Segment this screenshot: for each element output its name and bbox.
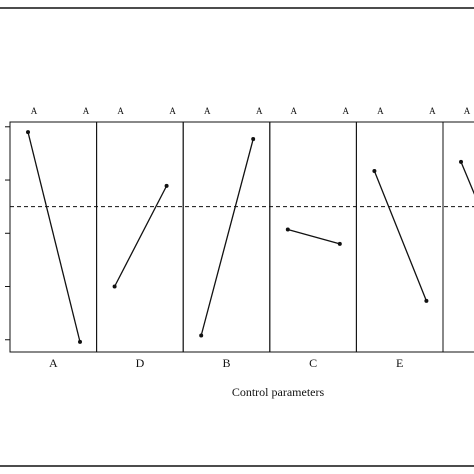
point <box>424 298 429 303</box>
point <box>112 284 117 289</box>
x-axis-label: Control parameters <box>232 385 325 399</box>
point <box>26 130 30 135</box>
level-label: A <box>117 106 124 116</box>
level-label: A <box>377 106 384 116</box>
point <box>199 333 204 338</box>
panel <box>442 121 474 353</box>
panel-label: C <box>309 356 317 370</box>
point <box>164 183 169 188</box>
panel <box>355 121 444 353</box>
panel-label: B <box>222 356 230 370</box>
panel-label: D <box>136 356 145 370</box>
panel <box>182 121 271 353</box>
level-label: A <box>291 106 298 116</box>
point <box>285 227 290 232</box>
panel-label: E <box>396 356 403 370</box>
point <box>459 159 463 164</box>
point <box>372 168 377 173</box>
level-label: A <box>204 106 211 116</box>
level-label: A <box>429 106 436 116</box>
panel <box>9 121 98 353</box>
point <box>337 241 342 246</box>
level-label: A <box>83 106 90 116</box>
effect-line <box>200 138 254 336</box>
effect-line <box>373 170 428 302</box>
level-label: A <box>343 106 350 116</box>
effect-line <box>27 131 81 343</box>
level-label: A <box>464 106 471 116</box>
point <box>251 137 256 142</box>
panel-label: A <box>49 356 58 370</box>
effect-line <box>460 161 474 195</box>
level-label: A <box>256 106 263 116</box>
effect-line <box>114 185 168 287</box>
level-label: A <box>31 106 38 116</box>
level-label: A <box>169 106 176 116</box>
effect-line <box>287 228 340 245</box>
point <box>78 339 82 344</box>
